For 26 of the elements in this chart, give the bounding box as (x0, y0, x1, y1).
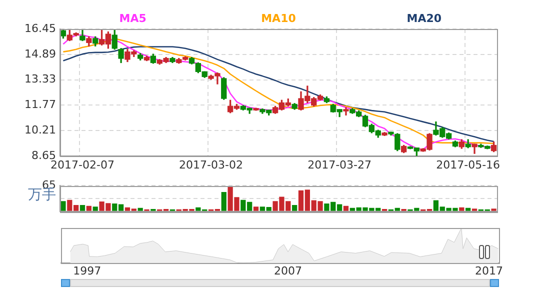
bar (138, 208, 143, 211)
bar (253, 206, 259, 211)
bar (343, 206, 349, 211)
x-tick-label: 1997 (73, 264, 102, 278)
bar (459, 207, 464, 211)
bar (60, 201, 66, 211)
bar (466, 208, 471, 211)
x-tick-label: 2017-05-16 (436, 158, 500, 172)
x-tick-label: 2017-03-02 (179, 158, 243, 172)
bar (86, 206, 92, 211)
text: MA10 (261, 12, 296, 25)
bar (80, 205, 86, 211)
y-tick-label: 10.21 (24, 123, 56, 136)
y-tick-label: 16.45 (24, 22, 56, 35)
x-tick-label: 2017-03-27 (308, 158, 372, 172)
y-tick-label: 11.77 (24, 98, 56, 112)
y-tick-label: 13.33 (24, 72, 56, 86)
y-tick-label: 14.89 (24, 47, 56, 60)
bar (221, 192, 226, 211)
series-label: MA5 (119, 12, 146, 25)
x-tick-label: 2017 (474, 264, 503, 278)
bar (292, 205, 298, 211)
bar (92, 206, 98, 211)
y-axis-title: 万手 (28, 187, 56, 204)
x-tick-label: 2007 (274, 264, 302, 278)
text: MA20 (406, 12, 442, 25)
